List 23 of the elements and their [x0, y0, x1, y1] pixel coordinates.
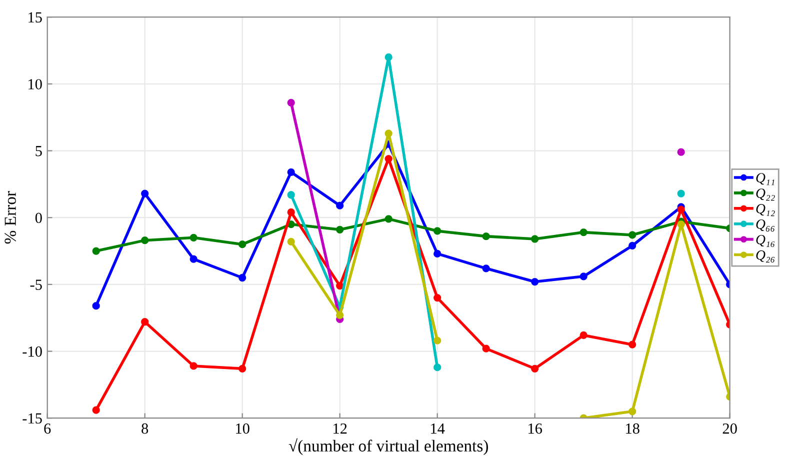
x-tick-label: 16	[528, 423, 542, 434]
legend-label: Q₂₂	[756, 188, 775, 201]
legend-label: Q₂₆	[756, 250, 775, 263]
x-tick-label: 10	[236, 423, 250, 434]
y-tick-label: -10	[22, 346, 42, 357]
x-tick-label: 6	[44, 423, 51, 434]
y-axis-title: % Error	[4, 191, 16, 244]
y-tick-label: 5	[36, 146, 42, 156]
x-tick-label: 20	[722, 423, 737, 434]
x-axis-title: √(number of virtual elements)	[288, 438, 488, 455]
y-tick-label: 15	[28, 12, 42, 23]
x-tick-label: 14	[431, 423, 445, 434]
legend-label: Q₁₆	[756, 234, 775, 248]
legend-label: Q₁₁	[756, 173, 774, 186]
y-tick-label: 0	[35, 212, 42, 224]
legend-label: Q₆₆	[756, 220, 775, 232]
legend-label: Q₁₂	[756, 204, 775, 216]
x-tick-label: 12	[334, 423, 347, 434]
x-tick-label: 18	[626, 423, 640, 434]
x-tick-label: 8	[142, 423, 148, 434]
y-tick-label: -5	[30, 280, 42, 290]
y-tick-label: -15	[22, 413, 42, 424]
y-tick-label: 10	[28, 79, 42, 90]
